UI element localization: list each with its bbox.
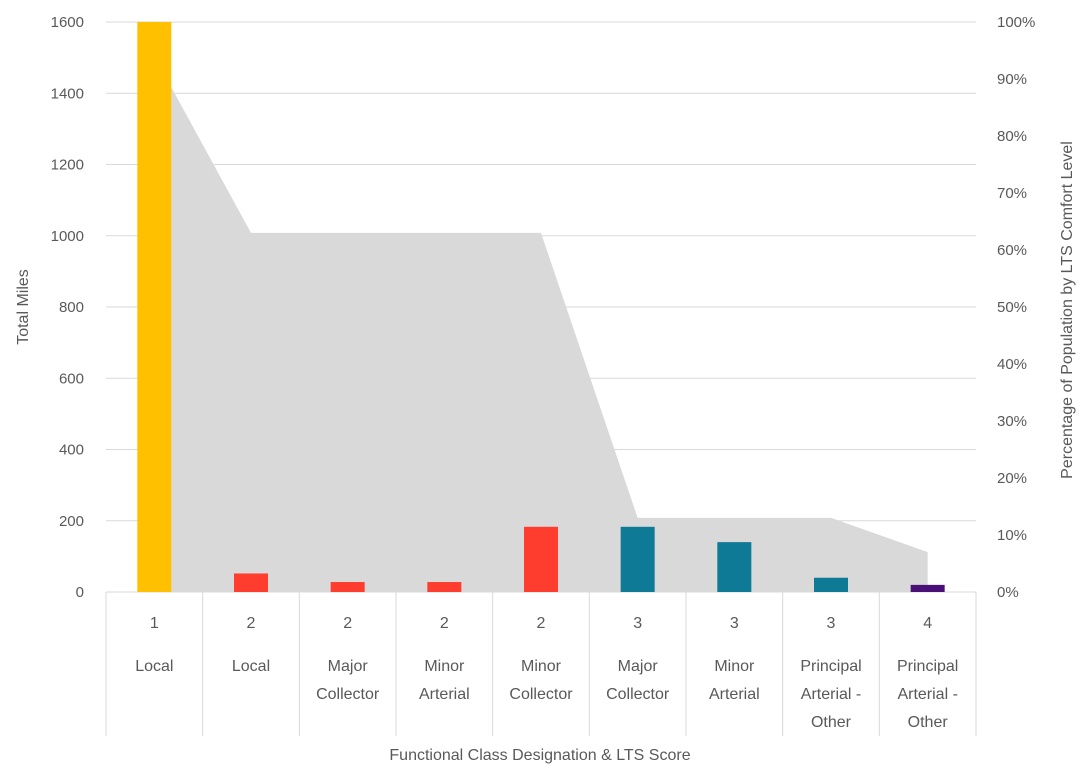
category-name-label: Minor: [714, 658, 755, 675]
category-score-label: 3: [730, 615, 739, 632]
category-score-label: 2: [537, 615, 546, 632]
y2-tick-label: 20%: [997, 470, 1027, 487]
category-name-label: Local: [232, 658, 270, 675]
y2-tick-label: 70%: [997, 185, 1027, 202]
category-name-label: Collector: [509, 686, 573, 703]
category-name-label: Minor: [521, 658, 562, 675]
bar: [234, 573, 268, 592]
category-name-label: Arterial -: [897, 686, 957, 703]
y2-tick-label: 30%: [997, 413, 1027, 430]
category-name-label: Collector: [316, 686, 380, 703]
population-area-shape: [154, 56, 928, 592]
category-name-label: Principal: [800, 658, 861, 675]
category-name-label: Other: [908, 714, 949, 731]
category-name-label: Local: [135, 658, 173, 675]
category-score-label: 4: [923, 615, 932, 632]
category-name-label: Minor: [424, 658, 465, 675]
category-name-label: Collector: [606, 686, 670, 703]
category-name-label: Arterial: [709, 686, 760, 703]
bar: [524, 526, 558, 592]
y2-tick-label: 90%: [997, 71, 1027, 88]
x-axis-title: Functional Class Designation & LTS Score: [389, 747, 690, 764]
category-score-label: 2: [440, 615, 449, 632]
y-tick-label: 0: [76, 584, 84, 601]
y-tick-label: 800: [59, 299, 84, 316]
category-score-label: 2: [247, 615, 256, 632]
bar: [910, 584, 945, 592]
y2-tick-label: 50%: [997, 299, 1027, 316]
y2-tick-label: 100%: [997, 14, 1035, 31]
y2-tick-label: 40%: [997, 356, 1027, 373]
y-tick-label: 1200: [51, 157, 84, 174]
y-tick-label: 600: [59, 370, 84, 387]
population-area: [154, 56, 928, 592]
right-axis: 0% 10% 20% 30% 40% 50% 60% 70% 80% 90% 100%: [997, 14, 1035, 601]
category-score-label: 3: [827, 615, 836, 632]
y-tick-label: 1000: [51, 228, 84, 245]
bar: [137, 22, 172, 592]
bar: [427, 582, 462, 592]
left-axis: 0 200 400 600 800 1000 1200 1400 1600: [51, 14, 84, 601]
bar: [620, 526, 655, 592]
category-score-label: 1: [150, 615, 159, 632]
bar: [814, 577, 848, 592]
bars: [137, 22, 945, 592]
category-name-label: Major: [618, 658, 659, 675]
bar: [330, 582, 365, 592]
y2-axis-title: Percentage of Population by LTS Comfort …: [1059, 141, 1076, 479]
category-name-label: Arterial: [419, 686, 470, 703]
y2-tick-label: 10%: [997, 527, 1027, 544]
y2-tick-label: 0%: [997, 584, 1019, 601]
category-score-label: 3: [633, 615, 642, 632]
category-name-label: Major: [328, 658, 369, 675]
category-score-label: 2: [343, 615, 352, 632]
y-tick-label: 1600: [51, 14, 84, 31]
y2-tick-label: 80%: [997, 128, 1027, 145]
category-name-label: Arterial -: [801, 686, 861, 703]
bar: [717, 542, 752, 592]
y-tick-label: 400: [59, 442, 84, 459]
y2-tick-label: 60%: [997, 242, 1027, 259]
category-labels: 1 Local 2 Local 2 Major Collector 2 Minor Arteria…: [105, 592, 977, 736]
category-name-label: Other: [811, 714, 852, 731]
y-axis-title: Total Miles: [15, 269, 32, 345]
y-tick-label: 1400: [51, 85, 84, 102]
y-tick-label: 200: [59, 513, 84, 530]
category-name-label: Principal: [897, 658, 958, 675]
